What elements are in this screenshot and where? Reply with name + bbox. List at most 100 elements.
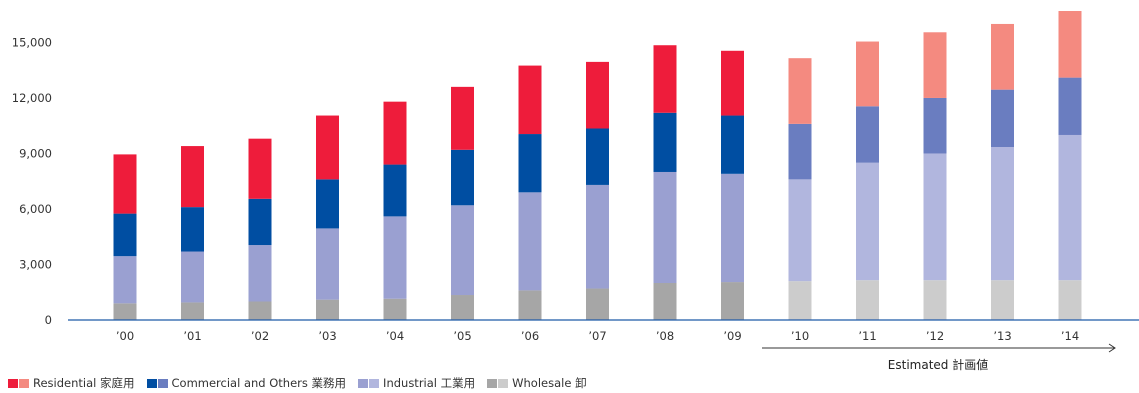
bar-segment [923,97,947,154]
bar-segment [518,65,542,135]
bar-segment [1058,280,1082,320]
x-tick-label: ’02 [251,329,269,343]
bar-segment [586,128,609,185]
y-tick-label: 3,000 [19,257,52,271]
bar-segment [856,106,879,163]
bars [113,11,1082,320]
legend-item: Residential 家庭用 [8,375,135,391]
x-tick-label: ’12 [926,329,944,343]
bar-segment [451,295,474,320]
bar-segment [248,245,272,302]
legend-swatch-actual [358,378,369,388]
legend-swatch-estimated [19,378,29,388]
bar-segment [788,281,812,320]
bar-stack [451,86,474,320]
y-tick-label: 9,000 [19,146,52,160]
bar-segment [653,171,677,283]
bar-segment [923,32,947,98]
bar-stack [518,65,542,320]
bar-segment [181,302,204,320]
x-tick-label: ’04 [386,329,404,343]
bar-segment [113,213,137,257]
bar-segment [991,146,1014,281]
legend-swatch-actual [487,378,498,388]
bar-segment [518,192,542,291]
y-axis: 0 3,000 6,000 9,000 12,000 15,000 [12,35,52,327]
bar-segment [653,45,677,113]
bar-stack [856,41,879,320]
bar-segment [248,138,272,199]
bar-segment [316,228,339,300]
x-tick-label: ’08 [656,329,674,343]
bar-segment [788,179,812,282]
bar-segment [181,207,204,252]
bar-segment [788,58,812,124]
x-tick-label: ’11 [858,329,876,343]
legend-item: Wholesale 卸 [487,375,587,391]
y-tick-label: 12,000 [12,91,52,105]
legend-swatch-estimated [369,378,380,388]
x-tick-label: ’01 [183,329,201,343]
bar-segment [1058,77,1082,135]
bar-segment [451,149,474,206]
legend-item: Industrial 工業用 [358,375,475,391]
bar-segment [316,299,339,320]
bar-segment [991,89,1014,147]
x-tick-label: ’09 [723,329,741,343]
bar-segment [451,86,474,150]
bar-segment [721,50,744,116]
bar-segment [856,41,879,107]
bar-segment [451,205,474,296]
bar-stack [113,154,137,320]
bar-segment [856,162,879,281]
x-tick-label: ’13 [993,329,1011,343]
bar-stack [923,32,947,320]
bar-segment [923,280,947,320]
x-tick-label: ’14 [1061,329,1079,343]
legend-swatch-actual [146,378,157,388]
bar-stack [586,61,609,320]
legend-swatch-estimated [157,378,168,388]
legend-label: Wholesale 卸 [512,376,587,390]
bar-segment [586,61,609,129]
estimated-label: Estimated 計画値 [888,357,988,372]
legend: Residential 家庭用 Commercial and Others 業務用… [8,376,599,390]
bar-segment [518,290,542,320]
bar-stack [991,23,1014,320]
legend-swatch-estimated [498,378,509,388]
bar-stack [653,45,677,320]
bar-segment [248,301,272,320]
x-tick-label: ’06 [521,329,539,343]
bar-segment [181,251,204,303]
legend-label: Commercial and Others 業務用 [171,376,347,390]
bar-segment [383,101,407,165]
bar-segment [316,115,339,180]
bar-segment [248,198,272,246]
x-tick-label: ’10 [791,329,809,343]
bar-segment [991,23,1014,90]
bar-stack [383,101,407,320]
x-tick-label: ’05 [453,329,471,343]
legend-item: Commercial and Others 業務用 [146,375,347,391]
y-tick-label: 0 [45,313,52,327]
bar-segment [1058,134,1082,281]
bar-segment [113,303,137,320]
bar-segment [316,179,339,229]
bar-segment [383,164,407,217]
x-axis: ’00 ’01 ’02 ’03 ’04 ’05 ’06 ’07 ’08 ’09 ’10 ’11 ’12 ’… [116,329,1079,343]
bar-stack [1058,11,1082,320]
bar-segment [923,153,947,281]
x-tick-label: ’07 [588,329,606,343]
bar-segment [113,154,137,214]
bar-segment [856,280,879,320]
bar-segment [383,298,407,320]
bar-segment [113,256,137,304]
estimated-arrowhead [1108,343,1116,353]
bar-segment [586,288,609,320]
bar-segment [1058,11,1082,78]
legend-label: Industrial 工業用 [383,376,476,390]
estimated-indicator: Estimated 計画値 [762,343,1116,372]
bar-segment [383,216,407,299]
bar-segment [653,112,677,172]
